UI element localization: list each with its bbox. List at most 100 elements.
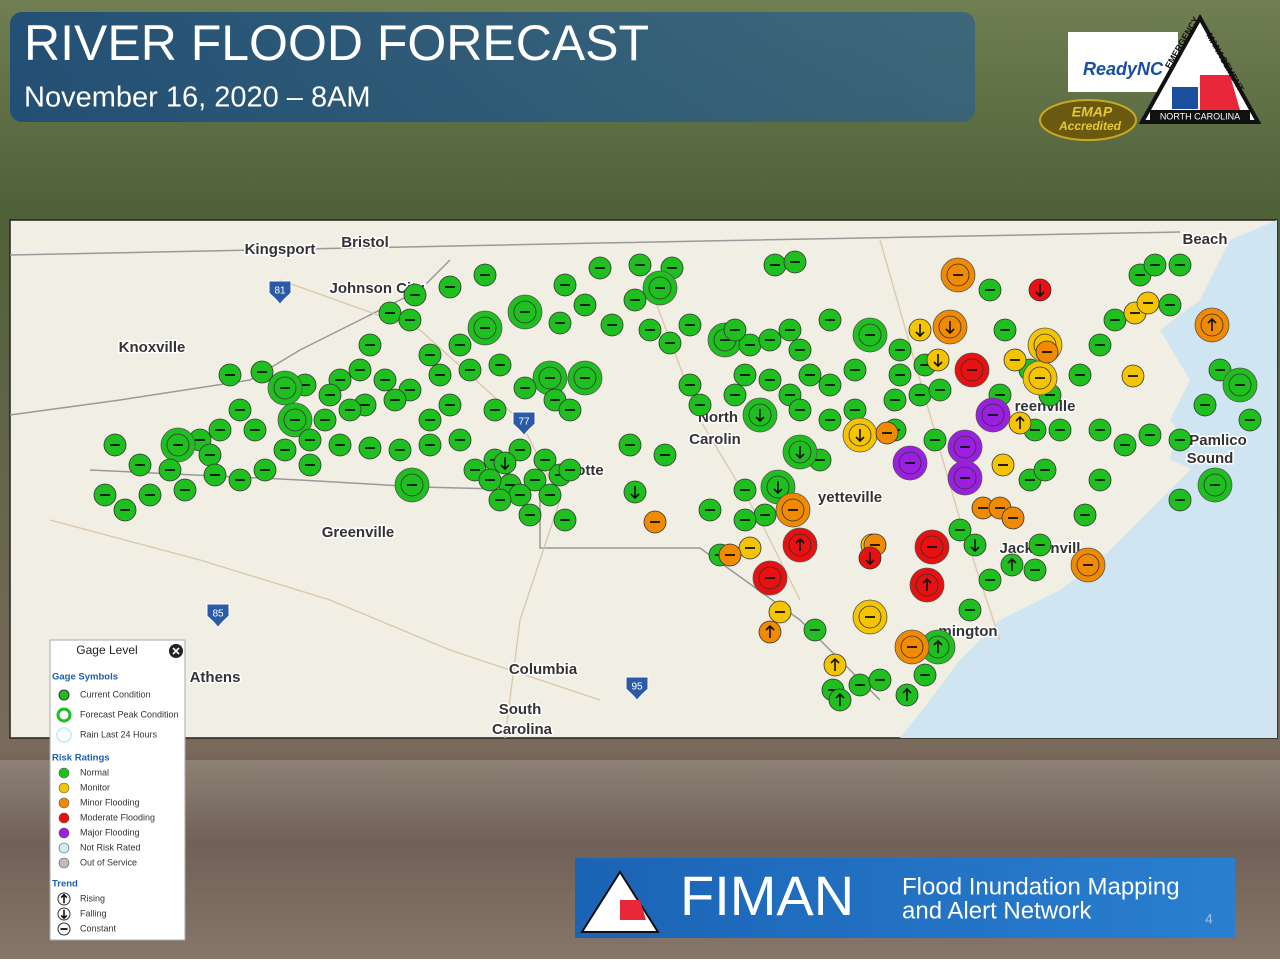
gage-marker[interactable]: [1113, 433, 1137, 457]
gage-marker[interactable]: [763, 253, 787, 277]
gage-marker[interactable]: [1048, 418, 1072, 442]
gage-marker[interactable]: [403, 283, 427, 307]
gage-marker[interactable]: [909, 567, 945, 603]
gage-marker[interactable]: [798, 363, 822, 387]
gage-marker[interactable]: [971, 496, 995, 520]
gage-marker[interactable]: [243, 418, 267, 442]
gage-marker[interactable]: [742, 397, 778, 433]
gage-marker[interactable]: [775, 492, 811, 528]
gage-marker[interactable]: [638, 318, 662, 342]
gage-marker[interactable]: [1073, 503, 1097, 527]
gage-marker[interactable]: [842, 417, 878, 453]
gage-marker[interactable]: [848, 673, 872, 697]
gage-marker[interactable]: [733, 478, 757, 502]
gage-marker[interactable]: [250, 360, 274, 384]
gage-marker[interactable]: [948, 518, 972, 542]
gage-marker[interactable]: [93, 483, 117, 507]
gage-marker[interactable]: [508, 438, 532, 462]
gage-marker[interactable]: [1194, 307, 1230, 343]
gage-marker[interactable]: [318, 383, 342, 407]
gage-marker[interactable]: [473, 263, 497, 287]
gage-marker[interactable]: [908, 318, 932, 342]
gage-marker[interactable]: [643, 510, 667, 534]
gage-marker[interactable]: [1028, 533, 1052, 557]
gage-marker[interactable]: [1008, 411, 1032, 435]
gage-marker[interactable]: [628, 253, 652, 277]
gage-marker[interactable]: [418, 433, 442, 457]
gage-marker[interactable]: [267, 370, 303, 406]
gage-marker[interactable]: [894, 629, 930, 665]
gage-marker[interactable]: [298, 428, 322, 452]
gage-marker[interactable]: [488, 488, 512, 512]
gage-marker[interactable]: [513, 376, 537, 400]
gage-marker[interactable]: [653, 443, 677, 467]
gage-marker[interactable]: [228, 398, 252, 422]
gage-marker[interactable]: [733, 508, 757, 532]
gage-marker[interactable]: [418, 408, 442, 432]
gage-marker[interactable]: [738, 333, 762, 357]
gage-marker[interactable]: [978, 568, 1002, 592]
gage-marker[interactable]: [1088, 418, 1112, 442]
gage-marker[interactable]: [428, 363, 452, 387]
gage-marker[interactable]: [642, 270, 678, 306]
gage-marker[interactable]: [398, 308, 422, 332]
gage-marker[interactable]: [493, 451, 517, 475]
gage-marker[interactable]: [892, 445, 928, 481]
gage-marker[interactable]: [328, 433, 352, 457]
gage-marker[interactable]: [1001, 506, 1025, 530]
gage-marker[interactable]: [253, 458, 277, 482]
gage-marker[interactable]: [383, 388, 407, 412]
gage-marker[interactable]: [1143, 253, 1167, 277]
gage-marker[interactable]: [273, 438, 297, 462]
gage-marker[interactable]: [438, 275, 462, 299]
gage-marker[interactable]: [448, 333, 472, 357]
gage-marker[interactable]: [1033, 458, 1057, 482]
gage-marker[interactable]: [103, 433, 127, 457]
gage-marker[interactable]: [658, 331, 682, 355]
gage-marker[interactable]: [908, 383, 932, 407]
gage-marker[interactable]: [678, 373, 702, 397]
gage-marker[interactable]: [858, 546, 882, 570]
gage-marker[interactable]: [438, 393, 462, 417]
gage-marker[interactable]: [277, 402, 313, 438]
gage-marker[interactable]: [978, 278, 1002, 302]
gage-marker[interactable]: [993, 318, 1017, 342]
gage-marker[interactable]: [373, 368, 397, 392]
gage-marker[interactable]: [688, 393, 712, 417]
gage-marker[interactable]: [947, 429, 983, 465]
gage-marker[interactable]: [558, 398, 582, 422]
gage-marker[interactable]: [358, 333, 382, 357]
gage-marker[interactable]: [1168, 253, 1192, 277]
gage-marker[interactable]: [852, 317, 888, 353]
gage-marker[interactable]: [788, 398, 812, 422]
gage-marker[interactable]: [1000, 553, 1024, 577]
gage-marker[interactable]: [483, 398, 507, 422]
gage-marker[interactable]: [823, 653, 847, 677]
gage-marker[interactable]: [914, 529, 950, 565]
gage-marker[interactable]: [1168, 428, 1192, 452]
gage-marker[interactable]: [338, 398, 362, 422]
gage-marker[interactable]: [913, 663, 937, 687]
gage-marker[interactable]: [508, 483, 532, 507]
gage-marker[interactable]: [1023, 558, 1047, 582]
gage-marker[interactable]: [940, 257, 976, 293]
gage-marker[interactable]: [158, 458, 182, 482]
gage-marker[interactable]: [567, 360, 603, 396]
gage-marker[interactable]: [418, 343, 442, 367]
gage-marker[interactable]: [467, 310, 503, 346]
gage-marker[interactable]: [228, 468, 252, 492]
gage-marker[interactable]: [852, 599, 888, 635]
gage-marker[interactable]: [883, 388, 907, 412]
gage-marker[interactable]: [778, 318, 802, 342]
gage-marker[interactable]: [553, 508, 577, 532]
gage-marker[interactable]: [678, 313, 702, 337]
gage-marker[interactable]: [698, 498, 722, 522]
gage-marker[interactable]: [758, 368, 782, 392]
gage-marker[interactable]: [803, 618, 827, 642]
gage-marker[interactable]: [723, 383, 747, 407]
gage-marker[interactable]: [573, 293, 597, 317]
gage-marker[interactable]: [208, 418, 232, 442]
gage-marker[interactable]: [1022, 360, 1058, 396]
gage-marker[interactable]: [875, 421, 899, 445]
gage-marker[interactable]: [818, 308, 842, 332]
